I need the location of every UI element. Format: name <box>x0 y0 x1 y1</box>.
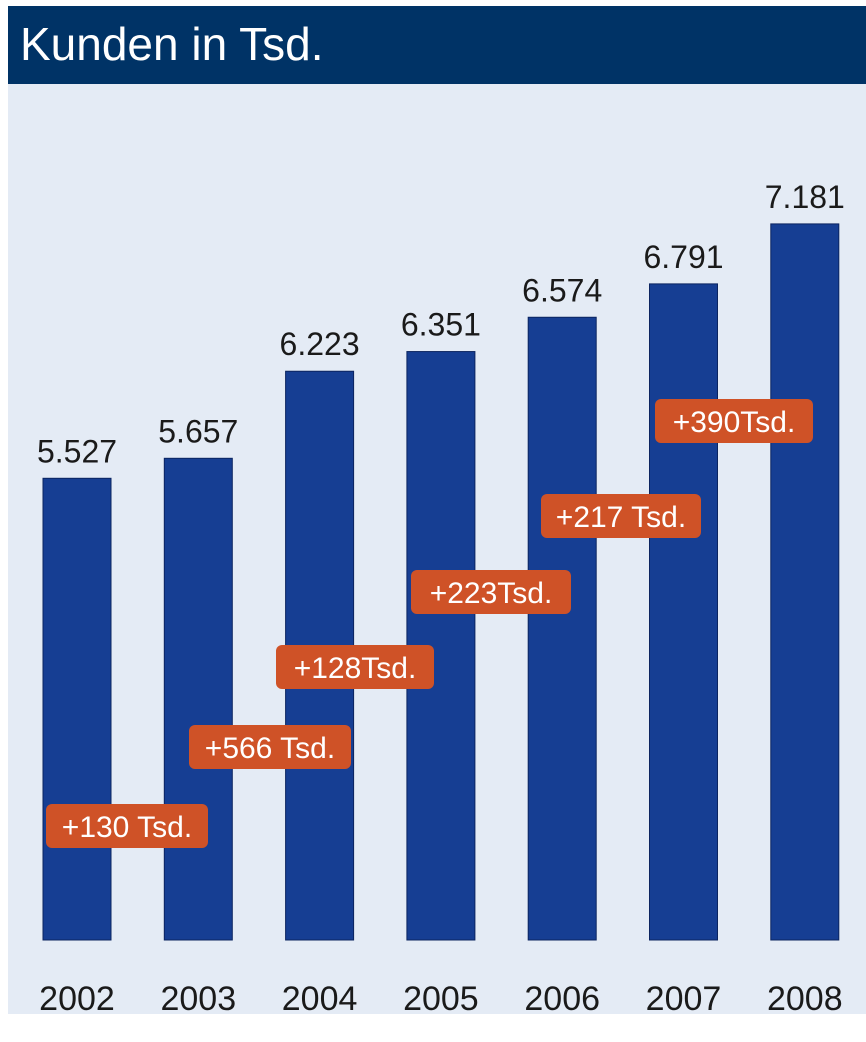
x-tick-label-2005: 2005 <box>403 980 479 1018</box>
bar-2007 <box>649 283 718 941</box>
bar-2002 <box>42 477 112 941</box>
value-label-2003: 5.657 <box>158 413 238 449</box>
change-badge-background <box>189 725 351 769</box>
value-label-2008: 7.181 <box>765 179 845 215</box>
change-badge: +223Tsd. <box>411 570 571 614</box>
change-badge: +128Tsd. <box>276 645 434 689</box>
change-badge-label: +566 Tsd. <box>205 732 335 765</box>
change-badge-label: +217 Tsd. <box>556 501 686 534</box>
change-badge-background <box>655 399 813 443</box>
x-tick-label-2002: 2002 <box>39 980 115 1018</box>
x-tick-label-2004: 2004 <box>282 980 358 1018</box>
value-label-2004: 6.223 <box>280 326 360 362</box>
change-badge-label: +223Tsd. <box>430 577 553 610</box>
value-label-2005: 6.351 <box>401 307 481 343</box>
change-badge: +390Tsd. <box>655 399 813 443</box>
change-badge-background <box>411 570 571 614</box>
bar-2008 <box>770 223 840 941</box>
bar-2003 <box>163 457 233 941</box>
value-label-2002: 5.527 <box>37 433 117 469</box>
change-badge-background <box>46 804 208 848</box>
change-badge: +130 Tsd. <box>46 804 208 848</box>
value-label-2007: 6.791 <box>643 239 723 275</box>
change-badge-background <box>541 494 701 538</box>
title-bar: Kunden in Tsd. <box>8 6 866 84</box>
page-title: Kunden in Tsd. <box>20 18 324 70</box>
bar-2006 <box>527 316 597 941</box>
change-badge-background <box>276 645 434 689</box>
change-badge-label: +130 Tsd. <box>62 811 192 844</box>
change-badge: +566 Tsd. <box>189 725 351 769</box>
x-tick-label-2008: 2008 <box>767 980 843 1018</box>
change-badge-label: +128Tsd. <box>294 652 417 685</box>
value-label-2006: 6.574 <box>522 272 602 308</box>
x-tick-label-2003: 2003 <box>160 980 236 1018</box>
change-badge: +217 Tsd. <box>541 494 701 538</box>
change-badge-label: +390Tsd. <box>673 406 796 439</box>
x-tick-label-2006: 2006 <box>524 980 600 1018</box>
x-tick-label-2007: 2007 <box>646 980 722 1018</box>
